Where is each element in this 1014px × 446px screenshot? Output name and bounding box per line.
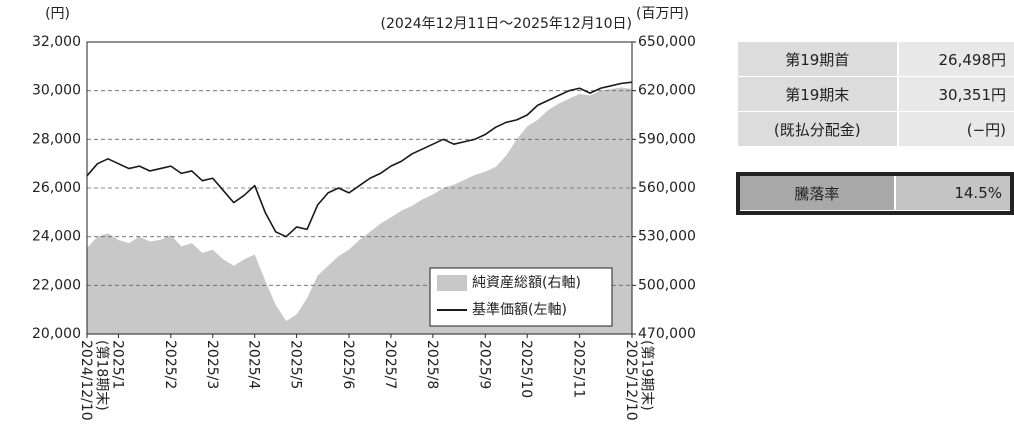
y-axis-label: (円)	[45, 6, 70, 22]
cell: (既払分配金)	[738, 112, 899, 147]
legend-label: 基準価額(左軸)	[472, 301, 567, 318]
row: 第19期末 30,351円	[738, 77, 1014, 112]
x-tick-label: 2024/12/10(第18期末)	[78, 340, 110, 421]
chart: (円) (百万円) (2024年12月11日～2025年12月10日) 20,0…	[32, 6, 696, 421]
y2-tick-label: 650,000	[638, 34, 696, 50]
row: (既払分配金) (−円)	[738, 112, 1014, 147]
legend-label: 純資産総額(右軸)	[472, 275, 581, 291]
y-tick-label: 24,000	[32, 229, 81, 245]
cell: 騰落率	[740, 176, 896, 211]
cell: 30,351円	[898, 77, 1014, 112]
x-tick-label: 2025/4	[246, 340, 262, 389]
y2-tick-label: 470,000	[638, 326, 696, 342]
change-table: 騰落率 14.5%	[736, 172, 1014, 215]
summary-table: 第19期首 26,498円 第19期末 30,351円 (既払分配金) (−円)	[738, 42, 1014, 147]
y-tick-label: 30,000	[32, 83, 81, 99]
x-tick-label: 2025/9	[476, 340, 492, 389]
cell: 14.5%	[895, 176, 1010, 211]
x-tick-label: 2025/1	[109, 340, 125, 389]
x-tick-label: 2025/7	[382, 340, 398, 389]
x-tick-label: 2025/3	[204, 340, 220, 389]
x-tick-label: 2025/12/10(第19期末)	[623, 340, 655, 421]
x-tick-label: 2025/2	[162, 340, 178, 389]
subtitle: (2024年12月11日～2025年12月10日)	[381, 16, 632, 32]
y2-tick-label: 530,000	[638, 229, 696, 245]
y2-tick-label: 560,000	[638, 180, 696, 196]
y-tick-label: 32,000	[32, 34, 81, 50]
y-tick-label: 26,000	[32, 180, 81, 196]
y-tick-label: 28,000	[32, 131, 81, 147]
y2-tick-label: 590,000	[638, 131, 696, 147]
cell: 26,498円	[898, 42, 1014, 77]
x-tick-label: 2025/8	[424, 340, 440, 389]
y-tick-label: 20,000	[32, 326, 81, 342]
x-tick-label: 2025/10	[518, 340, 534, 398]
plot-frame	[86, 41, 633, 335]
cell: 第19期首	[738, 42, 899, 77]
cell: (−円)	[898, 112, 1014, 147]
y2-axis-label: (百万円)	[636, 6, 689, 22]
line	[86, 81, 633, 238]
x-tick-label: 2025/6	[340, 340, 356, 389]
x-tick-label: 2025/11	[571, 340, 587, 398]
x-tick-label: 2025/5	[288, 340, 304, 389]
y2-tick-label: 500,000	[638, 277, 696, 293]
y-tick-label: 22,000	[32, 277, 81, 293]
cell: 第19期末	[738, 77, 899, 112]
y2-tick-label: 620,000	[638, 83, 696, 99]
legend-swatch	[437, 275, 467, 291]
row: 第19期首 26,498円	[738, 42, 1014, 77]
row: 騰落率 14.5%	[740, 176, 1010, 211]
